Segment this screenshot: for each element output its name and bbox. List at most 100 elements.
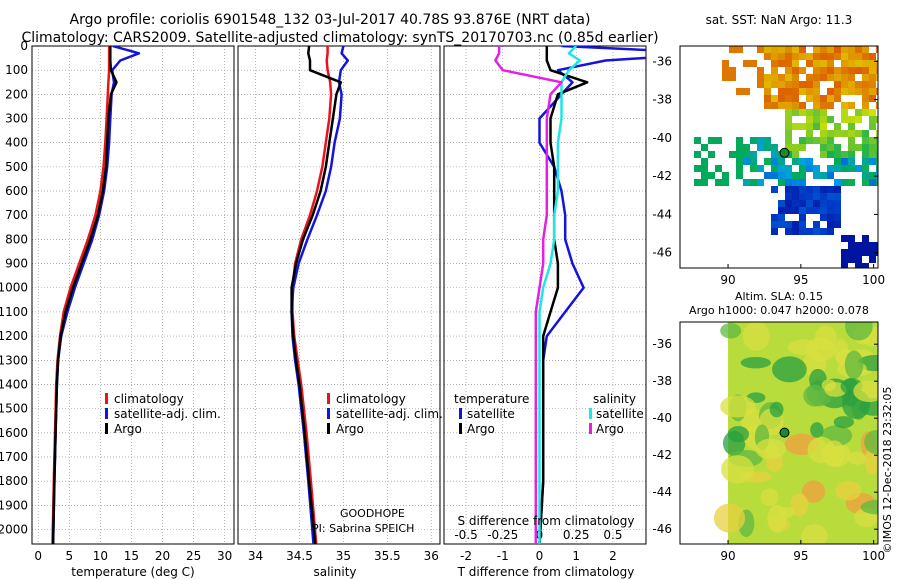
pi-label: PI: Sabrina SPEICH	[312, 522, 414, 535]
sst-cell	[806, 123, 813, 130]
sst-cell	[841, 256, 848, 263]
legend-label-t-argo: Argo	[467, 422, 495, 436]
sst-cell	[778, 158, 785, 165]
sst-cell	[827, 95, 834, 102]
depth-tick-label: 1800	[0, 474, 28, 488]
sst-cell	[862, 95, 869, 102]
sst-cell	[785, 193, 792, 200]
sst-cell	[792, 221, 799, 228]
sla-blob	[833, 416, 854, 429]
sst-cell	[785, 207, 792, 214]
sst-cell	[806, 53, 813, 60]
sst-cell	[778, 60, 785, 67]
sst-cell	[792, 144, 799, 151]
sst-cell	[785, 144, 792, 151]
sst-cell	[862, 67, 869, 74]
sst-cell	[708, 172, 715, 179]
sst-cell	[813, 74, 820, 81]
sst-cell	[722, 179, 729, 186]
legend-title-temperature: temperature	[454, 392, 529, 406]
sst-cell	[848, 88, 855, 95]
sst-cell	[792, 67, 799, 74]
lat-tick-label: -36	[652, 54, 672, 68]
sla-map: -36 -38 -40 -42 -44 -46 90 95 100	[652, 321, 885, 563]
sst-cell	[862, 151, 869, 158]
sst-cell	[771, 228, 778, 235]
salinity-tick-labels: 34 34.5 35 35.5 36	[248, 549, 439, 563]
sst-cell	[841, 109, 848, 116]
sst-cell	[694, 179, 701, 186]
sst-cell	[785, 67, 792, 74]
lat-tick-label: -42	[652, 169, 672, 183]
sst-cell	[771, 46, 778, 53]
sst-cell	[848, 249, 855, 256]
sla-lat-ticks: -36 -38 -40 -42 -44 -46	[652, 337, 878, 536]
lon-tick-label: 100	[862, 549, 885, 563]
sst-cell	[855, 256, 862, 263]
x-tick-label: 5	[65, 549, 73, 563]
sst-cell	[813, 123, 820, 130]
sst-cell	[848, 137, 855, 144]
sla-blob	[720, 395, 756, 418]
sst-cell	[778, 207, 785, 214]
temperature-panel: 0100200300400500600700800900100011001200…	[0, 39, 235, 579]
sst-cell	[862, 60, 869, 67]
sst-cell	[841, 235, 848, 242]
sst-cell	[820, 200, 827, 207]
sst-cell	[806, 81, 813, 88]
sla-blob	[844, 350, 864, 380]
sst-cell	[841, 88, 848, 95]
sst-cell	[771, 102, 778, 109]
sst-cell	[876, 102, 878, 109]
sst-cell	[834, 179, 841, 186]
legend-swatch-climatology	[327, 393, 330, 404]
sst-cell	[792, 151, 799, 158]
sst-cell	[799, 207, 806, 214]
sla-blob	[760, 488, 779, 507]
sst-cell	[813, 172, 820, 179]
sst-cell	[869, 179, 876, 186]
sst-cell	[834, 130, 841, 137]
t-difference-tick-labels: -2 -1 0 1 2	[460, 549, 617, 563]
sst-cell	[771, 74, 778, 81]
sst-cell	[855, 109, 862, 116]
sst-cell	[806, 165, 813, 172]
sst-cell	[841, 263, 848, 268]
sst-cell	[778, 95, 785, 102]
salinity-frame	[237, 45, 441, 545]
depth-tick-label: 1500	[0, 402, 28, 416]
series-line-salinity-argo	[494, 46, 563, 544]
sst-cell	[778, 81, 785, 88]
sst-cell	[813, 109, 820, 116]
sst-cell	[869, 53, 876, 60]
sst-cell	[701, 158, 708, 165]
sst-cell	[806, 193, 813, 200]
depth-tick-label: 200	[5, 87, 28, 101]
sla-blob	[790, 493, 809, 517]
sst-cell	[855, 60, 862, 67]
sst-cell	[827, 53, 834, 60]
sst-cell	[862, 46, 869, 53]
salinity-panel: 34 34.5 35 35.5 36 salinity climatology sate…	[237, 45, 443, 579]
sst-cell	[799, 53, 806, 60]
sst-cell	[799, 81, 806, 88]
sst-cell	[785, 172, 792, 179]
sst-cell	[799, 88, 806, 95]
s-diff-tick-label: -0.25	[487, 528, 518, 542]
sla-blob	[727, 425, 750, 443]
depth-tick-label: 100	[5, 63, 28, 77]
sst-cell	[743, 158, 750, 165]
t-difference-x-label: T difference from climatology	[457, 565, 635, 579]
legend-swatch-s-satellite	[589, 408, 592, 419]
sst-cell	[799, 165, 806, 172]
sla-blob	[755, 438, 786, 460]
sst-cell	[876, 67, 878, 74]
sst-cell	[799, 67, 806, 74]
sst-cell	[736, 172, 743, 179]
sst-cell	[841, 158, 848, 165]
sst-cell	[785, 130, 792, 137]
sst-cell	[813, 200, 820, 207]
sst-cell	[827, 67, 834, 74]
title-line-2: Climatology: CARS2009. Satellite-adjuste…	[21, 30, 658, 46]
sst-cell	[778, 172, 785, 179]
